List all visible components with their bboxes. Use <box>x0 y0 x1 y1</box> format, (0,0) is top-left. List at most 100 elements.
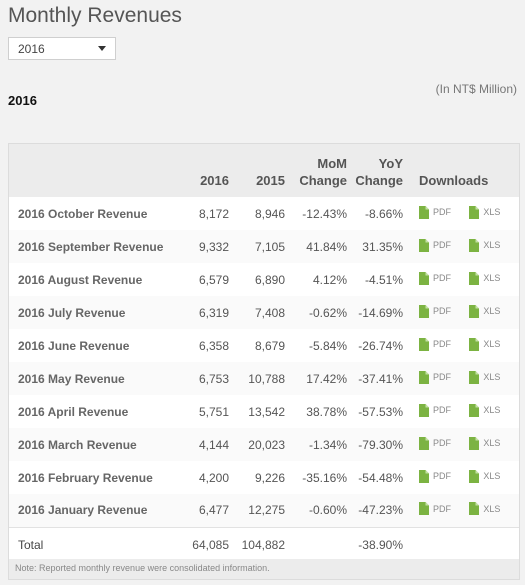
xls-label: XLS <box>483 306 501 316</box>
pdf-label: PDF <box>433 438 451 448</box>
table-row: 2016 May Revenue 6,753 10,788 17.42% -37… <box>9 362 519 395</box>
yoy-change: -54.48% <box>358 470 403 485</box>
row-label: 2016 March Revenue <box>18 437 137 452</box>
xls-label: XLS <box>483 471 501 481</box>
total-label: Total <box>18 538 44 553</box>
file-icon <box>419 205 429 219</box>
xls-download-link[interactable]: XLS <box>469 403 501 417</box>
pdf-download-link[interactable]: PDF <box>419 370 451 384</box>
table-row: 2016 September Revenue 9,332 7,105 41.84… <box>9 230 519 263</box>
file-icon <box>419 469 429 483</box>
total-yoy-change: -38.90% <box>358 538 403 553</box>
xls-download-link[interactable]: XLS <box>469 436 500 450</box>
downloads-cell: PDF XLS <box>405 362 519 395</box>
downloads-cell: PDF XLS <box>405 329 519 362</box>
page-title: Monthly Revenues <box>8 4 182 27</box>
xls-download-link[interactable]: XLS <box>469 337 501 351</box>
pdf-download-link[interactable]: PDF <box>419 436 451 450</box>
revenue-table: 2016 2015 MoM Change YoY Change Downloads … <box>9 144 519 563</box>
pdf-label: PDF <box>433 306 451 316</box>
downloads-cell: PDF XLS <box>405 230 519 263</box>
mom-change: -12.43% <box>302 206 347 221</box>
yoy-change: -57.53% <box>358 404 403 419</box>
xls-label: XLS <box>483 405 501 415</box>
yoy-change: -4.51% <box>364 272 403 287</box>
table-row: 2016 January Revenue 6,477 12,275 -0.60%… <box>9 494 519 527</box>
file-icon <box>419 502 429 516</box>
revenue-2016: 9,332 <box>198 239 229 254</box>
pdf-label: PDF <box>433 207 451 217</box>
revenue-2016: 6,319 <box>198 305 229 320</box>
mom-change: 41.84% <box>306 239 347 254</box>
downloads-cell: PDF XLS <box>405 263 519 296</box>
mom-change: 17.42% <box>306 371 347 386</box>
table-row: 2016 June Revenue 6,358 8,679 -5.84% -26… <box>9 329 519 362</box>
xls-download-link[interactable]: XLS <box>469 502 501 516</box>
mom-change: 4.12% <box>312 272 347 287</box>
pdf-label: PDF <box>433 240 451 250</box>
pdf-download-link[interactable]: PDF <box>419 205 451 219</box>
file-icon <box>419 403 429 417</box>
file-icon <box>419 271 429 285</box>
pdf-download-link[interactable]: PDF <box>419 337 451 351</box>
pdf-label: PDF <box>433 273 451 283</box>
header-yoy-change: YoY Change <box>355 156 403 188</box>
header-label <box>9 144 181 197</box>
year-heading: 2016 <box>8 93 37 108</box>
mom-change: -5.84% <box>308 338 347 353</box>
revenue-2016: 6,477 <box>198 503 229 518</box>
year-select[interactable]: 2016 <box>8 37 116 60</box>
pdf-download-link[interactable]: PDF <box>419 304 451 318</box>
xls-download-link[interactable]: XLS <box>469 271 501 285</box>
xls-label: XLS <box>483 273 501 283</box>
revenue-2016: 6,358 <box>198 338 229 353</box>
yoy-change: 31.35% <box>362 239 403 254</box>
xls-download-link[interactable]: XLS <box>469 304 501 318</box>
yoy-change: -79.30% <box>358 437 403 452</box>
yoy-change: -37.41% <box>358 371 403 386</box>
xls-download-link[interactable]: XLS <box>469 469 501 483</box>
file-icon <box>419 238 429 252</box>
pdf-download-link[interactable]: PDF <box>419 502 451 516</box>
xls-download-link[interactable]: XLS <box>469 238 501 252</box>
revenue-2015: 7,105 <box>254 239 285 254</box>
pdf-label: PDF <box>433 372 451 382</box>
downloads-cell: PDF XLS <box>405 296 519 329</box>
downloads-cell: PDF XLS <box>405 428 519 461</box>
pdf-download-link[interactable]: PDF <box>419 238 451 252</box>
revenue-2015: 9,226 <box>254 470 285 485</box>
table-row: 2016 October Revenue 8,172 8,946 -12.43%… <box>9 197 519 230</box>
table-row: 2016 April Revenue 5,751 13,542 38.78% -… <box>9 395 519 428</box>
row-label: 2016 January Revenue <box>18 503 148 518</box>
pdf-download-link[interactable]: PDF <box>419 469 451 483</box>
xls-label: XLS <box>483 240 501 250</box>
row-label: 2016 June Revenue <box>18 338 130 353</box>
row-label: 2016 October Revenue <box>18 206 148 221</box>
total-downloads-cell <box>405 527 519 563</box>
pdf-download-link[interactable]: PDF <box>419 271 451 285</box>
footnote: Note: Reported monthly revenue were cons… <box>9 559 519 579</box>
table-row: 2016 February Revenue 4,200 9,226 -35.16… <box>9 461 519 494</box>
yoy-change: -26.74% <box>358 338 403 353</box>
row-label: 2016 May Revenue <box>18 371 125 386</box>
header-downloads: Downloads <box>419 173 489 188</box>
file-icon <box>469 370 480 384</box>
table-row: 2016 July Revenue 6,319 7,408 -0.62% -14… <box>9 296 519 329</box>
xls-download-link[interactable]: XLS <box>469 205 500 219</box>
revenue-2016: 6,579 <box>198 272 229 287</box>
revenue-2015: 20,023 <box>248 437 285 452</box>
file-icon <box>419 436 429 450</box>
mom-change: -1.34% <box>308 437 347 452</box>
xls-download-link[interactable]: XLS <box>469 370 500 384</box>
xls-label: XLS <box>483 503 501 514</box>
xls-label: XLS <box>483 339 501 349</box>
downloads-cell: PDF XLS <box>405 461 519 494</box>
year-select-value: 2016 <box>18 41 45 56</box>
pdf-label: PDF <box>433 339 451 349</box>
pdf-download-link[interactable]: PDF <box>419 403 451 417</box>
row-label: 2016 April Revenue <box>18 404 129 419</box>
yoy-change: -8.66% <box>364 206 403 221</box>
revenue-2015: 8,679 <box>254 338 285 353</box>
pdf-label: PDF <box>433 405 451 415</box>
row-label: 2016 July Revenue <box>18 305 126 320</box>
